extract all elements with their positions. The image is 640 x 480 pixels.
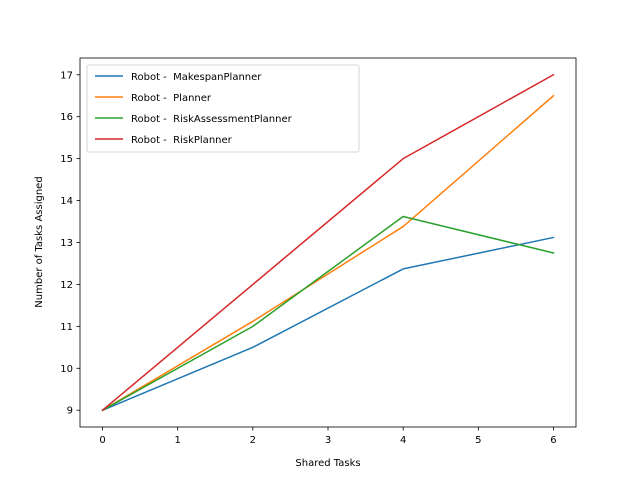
- x-axis-label: Shared Tasks: [295, 458, 360, 469]
- series-line-0: [101, 236, 555, 412]
- y-tick-label: 9: [67, 406, 73, 417]
- y-axis: 9 10 11 12 13 14 15 16 17: [60, 70, 80, 417]
- x-tick-label: 2: [250, 435, 256, 446]
- legend-label-3: Robot - RiskPlanner: [131, 135, 233, 146]
- x-axis: 0 1 2 3 4 5 6: [99, 427, 557, 446]
- y-tick-label: 12: [60, 280, 73, 291]
- x-tick-label: 5: [475, 435, 481, 446]
- x-tick-label: 6: [550, 435, 556, 446]
- y-axis-label: Number of Tasks Assigned: [34, 176, 45, 307]
- y-tick-label: 16: [60, 112, 73, 123]
- legend-label-1: Robot - Planner: [131, 93, 212, 104]
- legend: Robot - MakespanPlanner Robot - Planner Ro…: [86, 64, 360, 153]
- series-line-3: [101, 73, 555, 412]
- x-tick-label: 1: [175, 435, 181, 446]
- series-line-1: [101, 94, 555, 412]
- legend-label-2: Robot - RiskAssessmentPlanner: [131, 114, 293, 125]
- plot-lines: [101, 73, 555, 412]
- x-tick-label: 0: [99, 435, 105, 446]
- x-tick-label: 3: [325, 435, 331, 446]
- legend-box: [86, 64, 360, 153]
- y-tick-label: 11: [60, 322, 73, 333]
- y-tick-label: 14: [60, 196, 73, 207]
- y-tick-label: 10: [60, 364, 73, 375]
- y-tick-label: 13: [60, 238, 73, 249]
- x-tick-label: 4: [400, 435, 406, 446]
- legend-label-0: Robot - MakespanPlanner: [131, 72, 262, 83]
- y-tick-label: 15: [60, 154, 73, 165]
- series-line-2: [101, 215, 555, 412]
- y-tick-label: 17: [60, 70, 73, 81]
